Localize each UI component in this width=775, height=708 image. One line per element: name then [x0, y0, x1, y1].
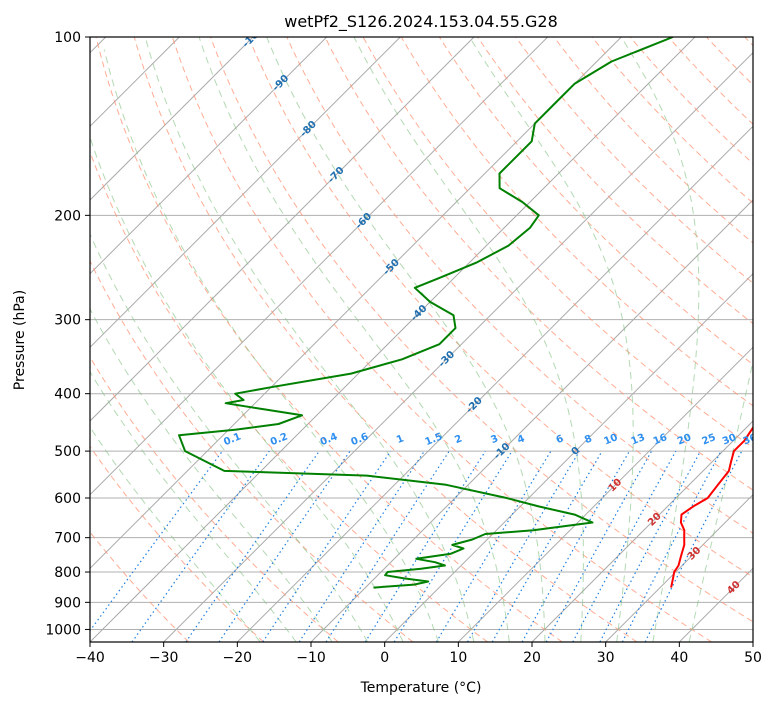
x-tick-label: −10 [296, 650, 326, 666]
isotherm-line [236, 125, 753, 642]
mixing-ratio-line [466, 450, 580, 642]
x-tick-label: 30 [597, 650, 615, 666]
moist-adiabat-line [198, 37, 510, 642]
mixing-ratio-label: 20 [676, 432, 693, 447]
isotherm-line [90, 37, 401, 349]
mixing-ratio-label: 10 [602, 432, 619, 447]
y-tick-label: 1000 [45, 622, 81, 638]
isotherm-line [90, 37, 549, 496]
x-tick-label: −20 [223, 650, 253, 666]
mixing-ratio-line [298, 450, 425, 642]
isotherm-line [90, 37, 696, 642]
isotherm-line [90, 37, 475, 422]
isotherm-line [605, 493, 753, 642]
mixing-ratio-label: 6 [555, 433, 566, 446]
y-tick-label: 600 [54, 491, 81, 507]
dewpoint-profile-line [178, 37, 674, 589]
temperature-profile-line [670, 425, 753, 588]
mixing-ratio-label: 3 [489, 433, 500, 446]
mixing-ratio-label: 4 [516, 433, 527, 446]
dry-adiabat-line [324, 37, 753, 491]
mixing-ratio-line [262, 450, 392, 642]
isotherm-line [531, 420, 753, 642]
mixing-ratio-line [572, 450, 677, 642]
moist-adiabat-line [144, 37, 475, 642]
dry-adiabat-line [133, 37, 638, 642]
dry-adiabat-line [248, 37, 753, 578]
dry-adiabat-line [515, 37, 753, 284]
y-tick-label: 800 [54, 565, 81, 581]
dry-adiabat-line [90, 259, 414, 642]
isotherm-line [163, 51, 753, 642]
dry-adiabat-line [95, 37, 563, 642]
mixing-ratio-label: 16 [652, 432, 669, 447]
mixing-ratio-label: 2 [453, 433, 464, 446]
isotherm-line [384, 272, 753, 642]
mixing-ratio-line [364, 450, 486, 642]
moist-adiabat-line [266, 37, 546, 642]
moist-adiabat-line [469, 37, 634, 642]
y-tick-label: 500 [54, 444, 81, 460]
x-tick-label: 20 [523, 650, 541, 666]
y-tick-label: 400 [54, 387, 81, 403]
mixing-ratio-line [599, 450, 702, 642]
moist-adiabat-line [90, 232, 369, 642]
y-tick-label: 700 [54, 531, 81, 547]
mixing-ratio-label: 36 [742, 432, 759, 447]
x-tick-label: 0 [380, 650, 389, 666]
mixing-ratio-line [325, 450, 450, 642]
x-tick-label: 40 [670, 650, 688, 666]
y-tick-label: 200 [54, 208, 81, 224]
y-tick-label: 300 [54, 313, 81, 329]
moist-adiabat-line [90, 135, 404, 642]
mixing-ratio-line [435, 450, 552, 642]
mixing-ratio-label: 30 [721, 432, 738, 447]
mixing-ratio-line [185, 450, 320, 642]
x-axis-title: Temperature (°C) [360, 680, 482, 696]
x-tick-label: 10 [449, 650, 467, 666]
y-axis-title: Pressure (hPa) [12, 290, 28, 390]
x-tick-label: 50 [744, 650, 762, 666]
x-tick-label: −40 [75, 650, 105, 666]
moist-adiabat-line [353, 37, 584, 642]
dry-adiabat-line [210, 37, 753, 623]
moist-adiabat-line [620, 37, 700, 642]
mixing-ratio-label: 13 [630, 432, 647, 447]
mixing-ratio-label: 1 [395, 433, 406, 446]
y-tick-label: 100 [54, 30, 81, 46]
moist-adiabat-line [688, 358, 753, 642]
isotherm-line [90, 37, 622, 570]
x-tick-label: −30 [149, 650, 179, 666]
mixing-ratio-label: 25 [700, 432, 717, 447]
mixing-ratio-line [218, 450, 351, 642]
dry-adiabat-line [286, 37, 753, 534]
data-series [178, 37, 753, 589]
mixing-ratio-label: 8 [583, 433, 594, 446]
moist-adiabat-line [90, 426, 261, 642]
dry-adiabat-line [171, 37, 712, 642]
axes: −40 −30 −20 −10 0 10 20 30 40 50 100 200 300 400 500 60… [45, 30, 762, 666]
chart-title: wetPf2_S126.2024.153.04.55.G28 [284, 12, 558, 32]
isotherm-line [457, 346, 753, 642]
plot-frame [89, 36, 754, 643]
dry-adiabat-line [90, 445, 264, 642]
y-tick-label: 900 [54, 595, 81, 611]
moist-adiabat-line [103, 49, 439, 642]
moist-adiabat-line [90, 308, 333, 642]
moist-adiabat-line [90, 370, 297, 642]
background-lines [90, 37, 753, 642]
isotherm-line [90, 37, 328, 275]
isotherm-line [90, 37, 254, 201]
